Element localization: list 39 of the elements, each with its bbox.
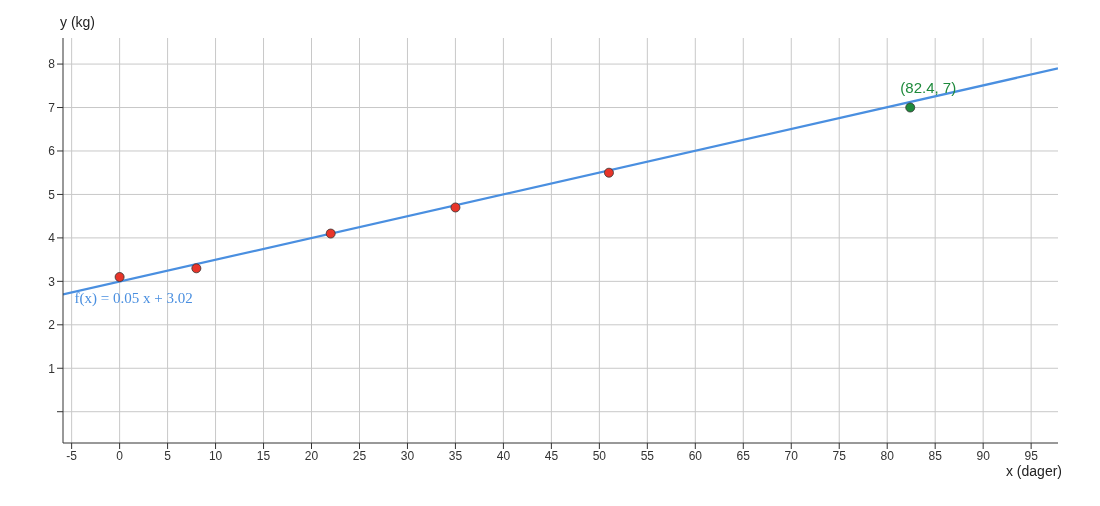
x-tick-label: 75: [832, 448, 847, 463]
x-tick-label: 70: [784, 448, 799, 463]
x-tick-label: 10: [208, 448, 223, 463]
y-tick-label: 6: [48, 144, 56, 159]
point: [450, 202, 461, 213]
x-tick-label: 90: [976, 448, 991, 463]
x-tick-label: 35: [448, 448, 463, 463]
x-tick-label: 50: [592, 448, 607, 463]
point: [905, 102, 916, 113]
x-tick-label: 45: [544, 448, 559, 463]
annotation: f(x) = 0.05 x + 3.02: [74, 290, 193, 308]
x-tick-label: 5: [164, 448, 172, 463]
x-tick-label: 0: [116, 448, 124, 463]
annotation: (82.4, 7): [900, 78, 957, 96]
x-tick-label: 20: [304, 448, 319, 463]
x-tick-label: 95: [1024, 448, 1039, 463]
point: [191, 263, 202, 274]
x-tick-label: 15: [256, 448, 271, 463]
x-tick-label: 65: [736, 448, 751, 463]
x-tick-label: 55: [640, 448, 655, 463]
y-tick-label: 2: [48, 318, 56, 333]
y-tick-label: 1: [48, 361, 56, 376]
x-tick-label: 85: [928, 448, 943, 463]
y-tick-label: 4: [48, 231, 56, 246]
point: [604, 167, 614, 178]
y-tick-label: 8: [48, 57, 56, 72]
x-tick-label: 40: [496, 448, 511, 463]
y-tick-label: 5: [48, 187, 56, 202]
y-tick-label: 3: [48, 274, 56, 289]
x-axis-title: x (dager): [1005, 463, 1062, 479]
point: [325, 228, 336, 239]
x-tick-label: -5: [66, 448, 78, 463]
x-tick-label: 30: [400, 448, 415, 463]
x-tick-label: 25: [352, 448, 367, 463]
y-axis-title: y (kg): [60, 14, 95, 30]
x-tick-label: 60: [688, 448, 703, 463]
point: [114, 272, 125, 282]
x-tick-label: 80: [880, 448, 895, 463]
y-tick-label: 7: [48, 100, 56, 115]
